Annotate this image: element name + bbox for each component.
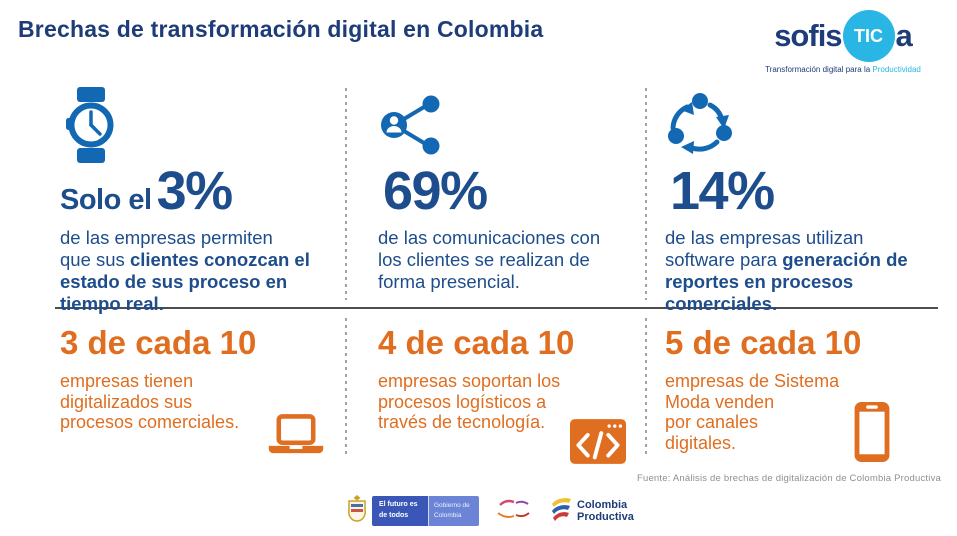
stat-value: 14% [670,161,775,221]
stat-description: de las empresas utilizan software para g… [665,227,943,315]
gov-motto: El futuro es de todos [372,496,428,526]
cp-line2: Productiva [577,511,634,523]
stat-text-bold: generación de reportes en procesos comer… [665,249,908,315]
laptop-icon [267,414,325,461]
page-title: Brechas de transformación digital en Col… [18,16,544,42]
stat-text-bold: clientes conozcan el estado de sus proce… [60,249,310,315]
stat-headline: 69% [378,161,650,221]
source-note: Fuente: Análisis de brechas de digitaliz… [636,473,941,484]
stat-text-normal: de las empresas utilizan software para [665,227,864,271]
stat-value: 3 de cada 10 [60,324,257,361]
stat-text-normal: de las comunicaciones con los clientes s… [378,227,601,293]
logo-text-a: a [895,18,913,53]
sofistica-wordmark: sofis TIC a [741,10,945,62]
stat-value: 69% [383,161,488,221]
flag-swoosh-icon [549,495,573,528]
colombia-productiva-text: Colombia Productiva [577,499,634,523]
colombia-productiva-logo: Colombia Productiva [549,495,634,528]
stat-description: de las comunicaciones con los clientes s… [378,227,646,293]
stat-5de10: 5 de cada 10 empresas de Sistema Moda ve… [665,316,945,471]
tic-circle-badge: TIC [842,10,895,62]
stat-4de10: 4 de cada 10 empresas soportan los proce… [378,316,658,464]
stat-description: empresas soportan los procesos logístico… [378,371,561,432]
column-divider [345,88,347,300]
code-window-icon [570,419,626,469]
logo-tagline: Transformación digital para la Productiv… [741,65,945,74]
logo-text-tic: TIC [854,25,884,46]
stat-3de10: 3 de cada 10 empresas tienen digitalizad… [60,316,340,454]
column-divider [645,318,647,458]
footer-logos: El futuro es de todos Gobierno de Colomb… [346,492,634,530]
stat-headline: 14% [665,161,945,221]
share-network-icon [378,86,650,164]
tagline-accent: Productividad [872,65,921,74]
watch-icon [60,86,338,164]
partner-logo [492,496,536,527]
row-divider [55,307,938,309]
tagline-normal: Transformación digital para la [765,65,873,74]
stat-description: empresas tienen digitalizados sus proces… [60,371,240,432]
stat-3pct: Solo el 3% de las empresas permiten que … [60,86,338,315]
stat-description: empresas de Sistema Moda venden por cana… [665,371,840,453]
stat-69pct: 69% de las comunicaciones con los client… [378,86,650,293]
stat-value: 5 de cada 10 [665,324,862,361]
column-divider [645,88,647,300]
cycle-arrows-icon [665,86,945,164]
cp-line1: Colombia [577,498,628,511]
stat-value: 4 de cada 10 [378,324,575,361]
gov-box: El futuro es de todos Gobierno de Colomb… [372,496,479,526]
sofistica-logo: sofis TIC a Transformación digital para … [741,10,945,74]
gov-colombia-logo: El futuro es de todos Gobierno de Colomb… [346,494,479,529]
coat-of-arms-icon [346,494,368,529]
smartphone-icon [854,402,890,467]
stat-value: 3% [156,161,234,221]
stat-14pct: 14% de las empresas utilizan software pa… [665,86,945,315]
stat-description: de las empresas permiten que sus cliente… [60,227,328,315]
stat-headline: Solo el 3% [60,161,338,221]
gov-entity: Gobierno de Colombia [428,496,479,526]
logo-text-sofis: sofis [774,18,842,53]
stat-text-normal: de las empresas permiten que sus [60,227,273,271]
column-divider [345,318,347,458]
stat-prefix: Solo el [60,184,152,216]
